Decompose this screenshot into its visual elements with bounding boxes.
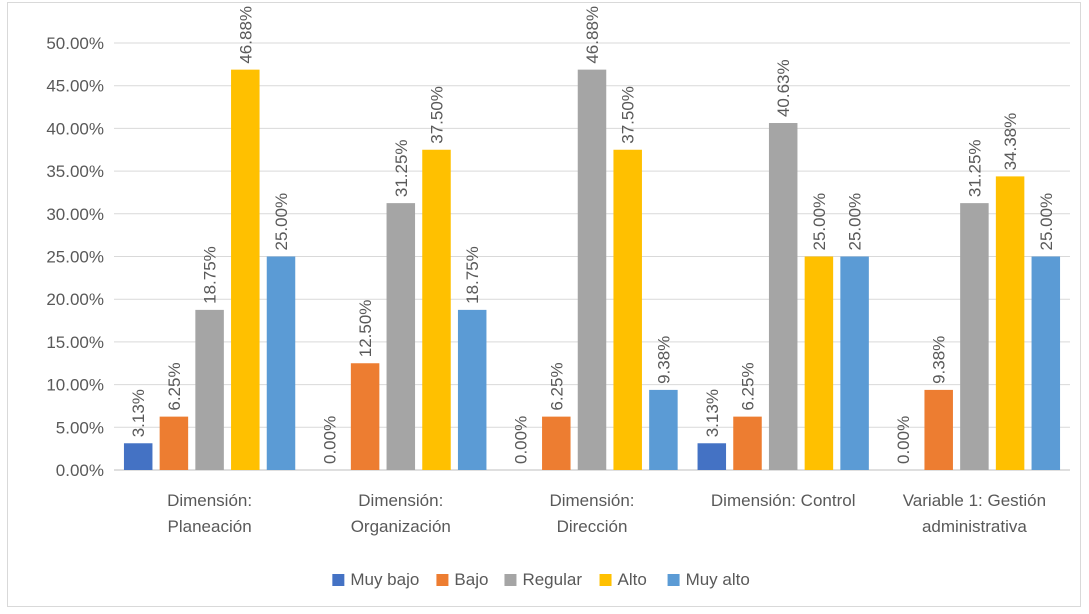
y-tick-label: 25.00%	[46, 248, 104, 267]
legend-swatch	[504, 574, 517, 586]
data-label: 37.50%	[619, 86, 638, 144]
bar	[733, 416, 762, 470]
data-label: 31.25%	[965, 139, 984, 197]
bar	[422, 149, 451, 470]
bar	[1031, 256, 1061, 470]
legend-swatch	[599, 574, 612, 586]
data-label: 37.50%	[428, 86, 447, 144]
legend-label: Regular	[522, 570, 582, 589]
bar	[697, 443, 727, 470]
y-tick-label: 50.00%	[46, 34, 104, 53]
bar	[386, 203, 416, 470]
data-labels: 3.13% 6.25% 18.75% 46.88% 25.00% 0.00% 12.50% 3…	[129, 6, 1056, 464]
data-label: 0.00%	[894, 416, 913, 464]
data-label: 46.88%	[236, 6, 255, 64]
data-label: 25.00%	[1037, 193, 1056, 251]
data-label: 46.88%	[583, 6, 602, 64]
bar	[159, 416, 189, 470]
legend-swatch	[667, 574, 680, 586]
bar	[840, 256, 869, 470]
x-axis-categories: Dimensión: Planeación Dimensión: Organizaci…	[167, 491, 1046, 536]
bar	[577, 69, 607, 470]
data-label: 25.00%	[810, 193, 829, 251]
data-label: 12.50%	[356, 300, 375, 358]
y-tick-label: 5.00%	[56, 418, 104, 437]
data-label: 9.38%	[654, 336, 673, 384]
data-label: 6.25%	[165, 362, 184, 410]
data-label: 31.25%	[392, 139, 411, 197]
data-label: 6.25%	[547, 362, 566, 410]
bar	[768, 123, 798, 470]
data-label: 40.63%	[774, 59, 793, 117]
x-category-label: Variable 1: Gestión administrativa	[903, 491, 1046, 536]
bar	[542, 416, 571, 470]
data-label: 0.00%	[320, 416, 339, 464]
legend-item: Alto	[599, 570, 647, 589]
legend-item: Muy alto	[667, 570, 750, 589]
y-tick-label: 10.00%	[46, 376, 104, 395]
data-label: 3.13%	[703, 389, 722, 437]
data-label: 34.38%	[1001, 113, 1020, 171]
bar	[195, 309, 224, 470]
bar	[960, 203, 989, 470]
y-tick-label: 40.00%	[46, 119, 104, 138]
legend-label: Muy bajo	[350, 570, 419, 589]
legend-swatch	[332, 574, 345, 586]
y-tick-label: 15.00%	[46, 333, 104, 352]
chart-frame: 0.00% 5.00% 10.00% 15.00% 20.00% 25.00% 30.00%…	[7, 2, 1081, 607]
y-tick-label: 30.00%	[46, 205, 104, 224]
y-tick-label: 0.00%	[56, 461, 104, 480]
bar	[804, 256, 834, 470]
y-tick-label: 20.00%	[46, 290, 104, 309]
legend-item: Bajo	[436, 570, 488, 589]
data-label: 9.38%	[930, 336, 949, 384]
bar	[613, 149, 642, 470]
y-tick-label: 35.00%	[46, 162, 104, 181]
x-category-label: Dimensión: Organización	[351, 491, 451, 536]
legend-swatch	[436, 574, 449, 586]
data-label: 18.75%	[201, 246, 220, 304]
x-category-label: Dimensión: Control	[711, 491, 856, 510]
data-label: 6.25%	[739, 362, 758, 410]
bar	[266, 256, 296, 470]
legend: Muy bajo Bajo Regular Alto Muy alto	[332, 570, 750, 589]
bars	[123, 69, 1061, 470]
bar	[350, 363, 380, 470]
data-label: 18.75%	[463, 246, 482, 304]
bar	[995, 176, 1025, 470]
bar	[231, 69, 260, 470]
legend-label: Muy alto	[686, 570, 750, 589]
legend-label: Alto	[618, 570, 647, 589]
bar	[457, 309, 487, 470]
legend-item: Regular	[504, 570, 582, 589]
bar	[924, 389, 953, 470]
data-label: 3.13%	[129, 389, 148, 437]
y-axis-ticks: 0.00% 5.00% 10.00% 15.00% 20.00% 25.00% 30.00%…	[46, 34, 104, 480]
legend-item: Muy bajo	[332, 570, 419, 589]
x-category-label: Dimensión: Planeación	[167, 491, 252, 536]
data-label: 25.00%	[272, 193, 291, 251]
y-tick-label: 45.00%	[46, 77, 104, 96]
bar	[123, 443, 153, 470]
bar	[649, 389, 678, 470]
data-label: 0.00%	[512, 416, 531, 464]
x-category-label: Dimensión: Dirección	[549, 491, 634, 536]
bar-chart: 0.00% 5.00% 10.00% 15.00% 20.00% 25.00% 30.00%…	[46, 6, 1070, 589]
legend-label: Bajo	[454, 570, 488, 589]
data-label: 25.00%	[846, 193, 865, 251]
